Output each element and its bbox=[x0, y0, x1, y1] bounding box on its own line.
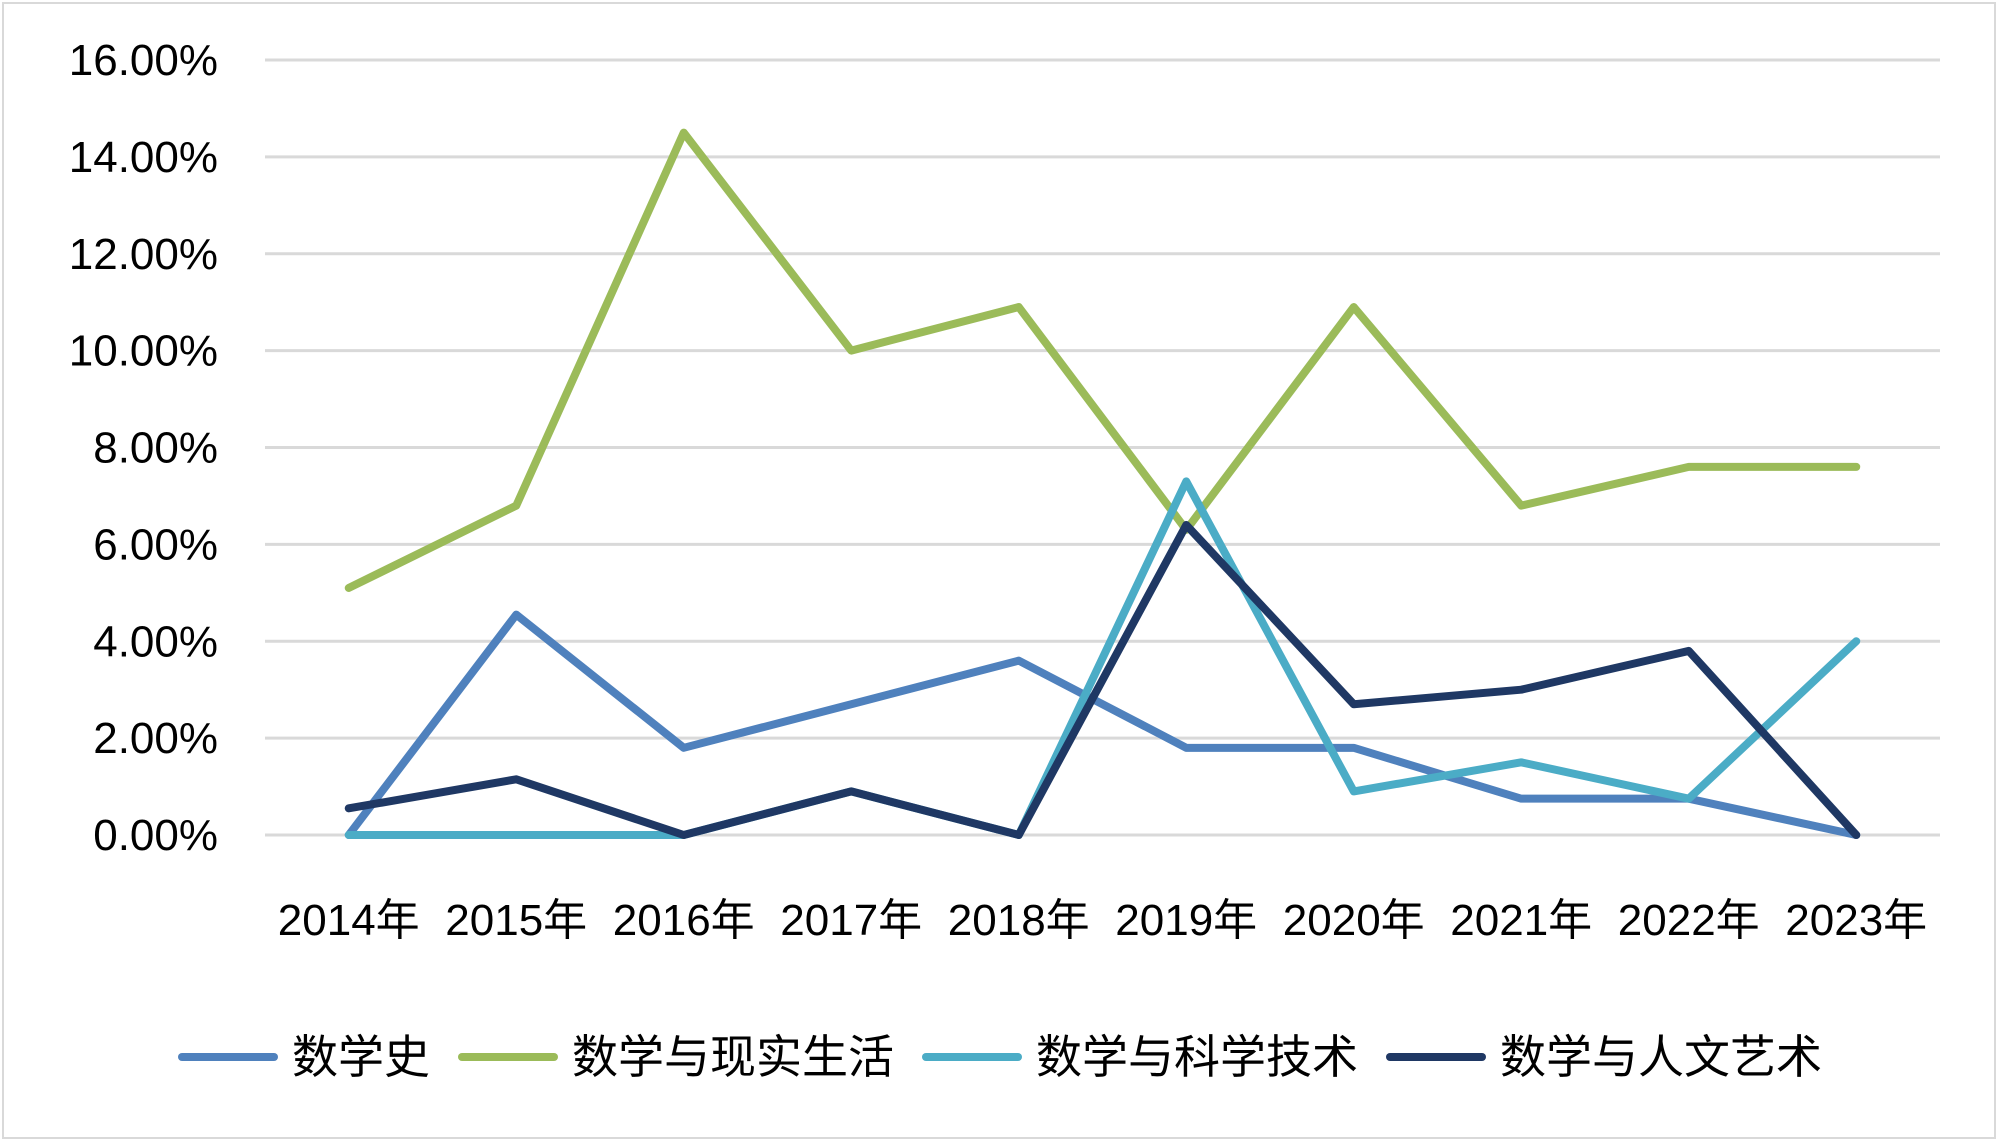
x-tick-label: 2015年 bbox=[445, 896, 587, 945]
y-tick-label: 4.00% bbox=[93, 617, 218, 666]
y-tick-label: 10.00% bbox=[69, 327, 218, 376]
x-axis-ticks: 2014年 2015年 2016年 2017年 2018年 2019年 2020年 2021年… bbox=[278, 896, 1927, 945]
x-tick-label: 2023年 bbox=[1785, 896, 1927, 945]
series-line-3 bbox=[344, 477, 1861, 839]
series-lines bbox=[344, 128, 1861, 839]
y-tick-label: 16.00% bbox=[69, 36, 218, 85]
x-tick-label: 2017年 bbox=[780, 896, 922, 945]
x-tick-label: 2016年 bbox=[613, 896, 755, 945]
legend-item-4: 数学与人文艺术 bbox=[1386, 1030, 1822, 1084]
y-tick-label: 0.00% bbox=[93, 811, 218, 860]
legend-label: 数学与人文艺术 bbox=[1500, 1030, 1822, 1084]
legend-label: 数学史 bbox=[292, 1030, 430, 1084]
legend-label: 数学与科学技术 bbox=[1036, 1030, 1358, 1084]
x-tick-label: 2018年 bbox=[948, 896, 1090, 945]
legend: 数学史 数学与现实生活 数学与科学技术 数学与人文艺术 bbox=[178, 1030, 1822, 1084]
x-tick-label: 2022年 bbox=[1618, 896, 1760, 945]
legend-item-1: 数学史 bbox=[178, 1030, 430, 1084]
x-tick-label: 2021年 bbox=[1450, 896, 1592, 945]
legend-item-2: 数学与现实生活 bbox=[458, 1030, 894, 1084]
x-tick-label: 2014年 bbox=[278, 896, 420, 945]
y-tick-label: 6.00% bbox=[93, 520, 218, 569]
y-tick-label: 12.00% bbox=[69, 230, 218, 279]
gridlines bbox=[265, 58, 1940, 837]
y-tick-label: 2.00% bbox=[93, 714, 218, 763]
y-tick-label: 14.00% bbox=[69, 133, 218, 182]
y-axis-ticks: 0.00% 2.00% 4.00% 6.00% 8.00% 10.00% 12.00% 14.… bbox=[69, 36, 218, 860]
series-line-2 bbox=[344, 128, 1861, 592]
x-tick-label: 2019年 bbox=[1115, 896, 1257, 945]
x-tick-label: 2020年 bbox=[1283, 896, 1425, 945]
legend-label: 数学与现实生活 bbox=[572, 1030, 894, 1084]
series-line-1 bbox=[344, 610, 1861, 839]
series-line-4 bbox=[344, 521, 1861, 839]
y-tick-label: 8.00% bbox=[93, 424, 218, 473]
legend-item-3: 数学与科学技术 bbox=[922, 1030, 1358, 1084]
